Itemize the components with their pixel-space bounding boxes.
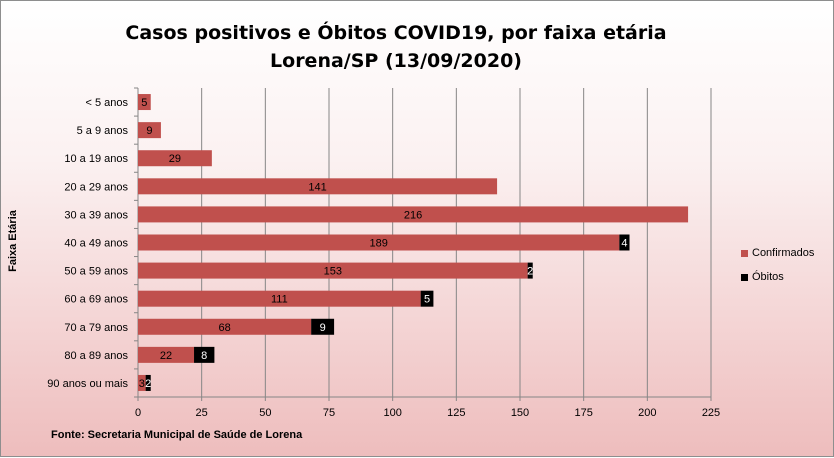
legend-label-confirmados: Confirmados	[752, 247, 815, 259]
legend: Confirmados Óbitos	[741, 246, 814, 294]
category-label: 5 a 9 anos	[77, 125, 129, 137]
x-tick-label: 25	[196, 407, 208, 419]
category-label: 80 a 89 anos	[64, 350, 128, 362]
legend-swatch-obitos	[741, 273, 748, 281]
legend-label-obitos: Óbitos	[752, 271, 784, 283]
category-label: 50 a 59 anos	[64, 266, 128, 278]
category-label: 40 a 49 anos	[64, 238, 128, 250]
data-label-obitos: 9	[320, 322, 326, 334]
data-label-confirmados: 68	[218, 322, 230, 334]
x-tick-label: 50	[259, 407, 271, 419]
data-label-obitos: 2	[145, 378, 151, 390]
data-label-confirmados: 141	[308, 181, 326, 193]
bar-confirmados	[138, 318, 312, 335]
bar-obitos	[420, 290, 434, 307]
category-label: 20 a 29 anos	[64, 181, 128, 193]
bar-obitos	[145, 374, 151, 391]
data-label-obitos: 5	[424, 294, 430, 306]
category-label: 70 a 79 anos	[64, 322, 128, 334]
bar-obitos	[194, 346, 215, 363]
x-tick-label: 100	[383, 407, 401, 419]
chart-title-line1: Casos positivos e Óbitos COVID19, por fa…	[125, 22, 667, 44]
bar-confirmados	[138, 374, 146, 391]
category-label: 60 a 69 anos	[64, 294, 128, 306]
data-label-confirmados: 153	[324, 266, 342, 278]
data-label-confirmados: 3	[139, 378, 145, 390]
category-label: 10 a 19 anos	[64, 153, 128, 165]
bar-confirmados	[138, 290, 421, 307]
bar-confirmados	[138, 150, 212, 167]
category-label: 30 a 39 anos	[64, 209, 128, 221]
chart-title-line2: Lorena/SP (13/09/2020)	[270, 50, 522, 72]
bar-obitos	[311, 318, 335, 335]
data-label-confirmados: 216	[404, 209, 422, 221]
x-tick-label: 200	[638, 407, 656, 419]
x-tick-label: 0	[135, 407, 141, 419]
x-tick-label: 225	[702, 407, 720, 419]
data-label-confirmados: 22	[160, 350, 172, 362]
bar-obitos	[527, 262, 533, 279]
data-label-confirmados: 29	[169, 153, 181, 165]
source-note: Fonte: Secretaria Municipal de Saúde de …	[51, 429, 303, 441]
legend-swatch-confirmados	[741, 249, 748, 257]
chart-title: Casos positivos e Óbitos COVID19, por fa…	[1, 19, 791, 75]
x-tick-label: 125	[447, 407, 465, 419]
x-tick-label: 150	[511, 407, 529, 419]
data-label-obitos: 4	[621, 238, 627, 250]
legend-item-confirmados: Confirmados	[741, 246, 814, 260]
data-label-confirmados: 189	[369, 238, 387, 250]
bar-confirmados	[138, 94, 151, 111]
x-tick-label: 175	[574, 407, 592, 419]
data-label-obitos: 8	[201, 350, 207, 362]
bar-confirmados	[138, 262, 528, 279]
data-label-confirmados: 111	[271, 294, 288, 306]
bar-confirmados	[138, 178, 498, 195]
data-label-obitos: 2	[527, 266, 533, 278]
category-label: 90 anos ou mais	[47, 378, 128, 390]
category-label: < 5 anos	[85, 97, 128, 109]
x-tick-label: 75	[323, 407, 335, 419]
legend-item-obitos: Óbitos	[741, 270, 814, 284]
data-label-confirmados: 5	[141, 97, 147, 109]
data-label-confirmados: 9	[146, 125, 152, 137]
bar-obitos	[619, 234, 630, 251]
bar-confirmados	[138, 206, 689, 223]
bar-confirmados	[138, 234, 620, 251]
bar-confirmados	[138, 346, 195, 363]
bar-confirmados	[138, 122, 161, 139]
